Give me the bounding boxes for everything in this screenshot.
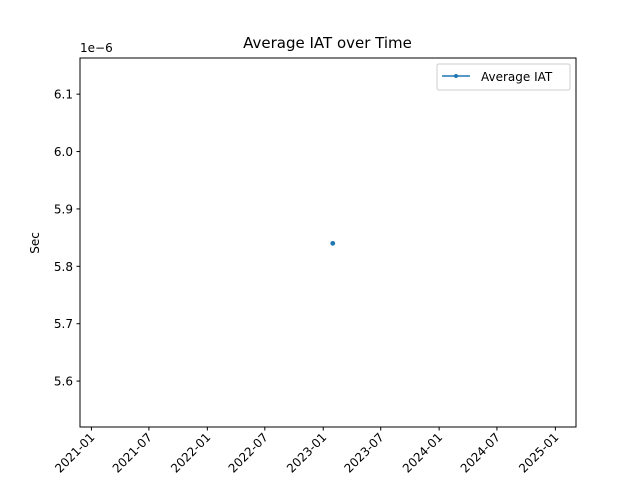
legend-label: Average IAT [481, 70, 553, 84]
y-tick-label: 6.1 [54, 88, 73, 102]
x-axis: 2021-01 2021-07 2022-01 2022-07 2023-01 2023-… [52, 427, 561, 476]
chart-title: Average IAT over Time [243, 34, 412, 52]
y-tick-label: 5.8 [54, 260, 73, 274]
x-tick-label: 2023-01 [284, 430, 329, 475]
legend-box [436, 63, 571, 91]
plot-marks [330, 240, 336, 246]
y-tick-label: 5.7 [54, 317, 73, 331]
x-tick-label: 2021-07 [110, 430, 155, 475]
y-offset-label: 1e−6 [80, 41, 113, 55]
x-tick-label: 2022-01 [168, 430, 213, 475]
y-axis: 5.6 5.7 5.8 5.9 6.0 6.1 [54, 88, 80, 389]
legend: Average IAT [436, 63, 571, 91]
y-tick-label: 5.6 [54, 375, 73, 389]
x-tick-label: 2023-07 [341, 430, 386, 475]
y-axis-label: Sec [28, 232, 42, 254]
x-tick-label: 2024-07 [458, 430, 503, 475]
y-tick-label: 6.0 [54, 145, 73, 159]
legend-marker [454, 74, 458, 78]
y-tick-label: 5.9 [54, 202, 73, 216]
x-tick-label: 2022-07 [226, 430, 271, 475]
plot-frame [79, 57, 577, 428]
x-tick-label: 2021-01 [52, 430, 97, 475]
x-tick-label: 2024-01 [400, 430, 445, 475]
data-point [330, 240, 336, 246]
x-tick-label: 2025-01 [516, 430, 561, 475]
